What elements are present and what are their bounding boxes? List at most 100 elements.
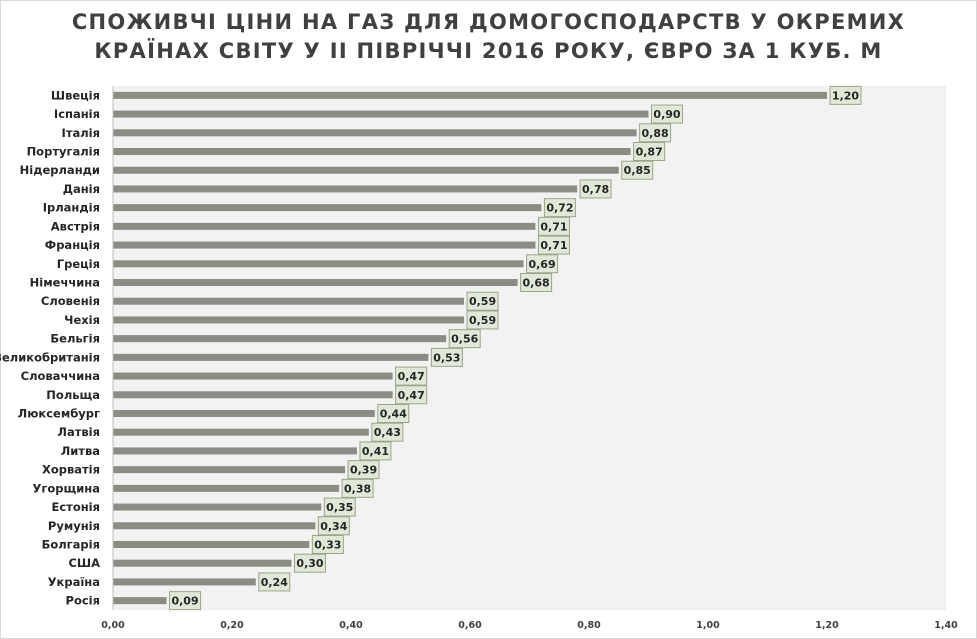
category-label: Словенія (41, 294, 100, 308)
data-label: 0,33 (311, 535, 344, 554)
data-label-box (633, 142, 666, 161)
bar (113, 578, 256, 586)
category-label: Данія (63, 182, 100, 196)
data-label-text: 0,43 (374, 426, 401, 439)
data-label-box (526, 254, 559, 274)
bar (113, 597, 167, 605)
data-label: 0,44 (377, 404, 410, 423)
data-label: 0,88 (639, 123, 672, 143)
bar (113, 447, 357, 455)
category-label: Україна (48, 575, 100, 589)
bar (113, 466, 346, 474)
data-label-text: 0,33 (314, 539, 341, 552)
data-label-box (341, 478, 374, 498)
data-label-text: 0,44 (380, 408, 407, 421)
category-label: Хорватія (42, 463, 100, 477)
data-label-text: 1,20 (832, 89, 859, 102)
bar (113, 297, 465, 305)
data-label-box (448, 329, 481, 349)
data-label-text: 0,39 (350, 464, 377, 477)
data-label-box (323, 497, 356, 517)
x-tick-label: 0,60 (458, 620, 482, 631)
category-label: Словаччина (21, 369, 100, 383)
category-label: Португалія (27, 145, 100, 159)
category-label: Литва (61, 444, 100, 458)
data-labels: 1,20 0,90 0,88 0,87 0,85 0,78 0,72 0,71 0,71 0,69… (169, 85, 862, 611)
data-label-box (466, 291, 499, 311)
data-label-box (543, 198, 576, 218)
category-label: Ірландія (43, 201, 100, 215)
bar (113, 260, 524, 268)
bar (113, 353, 429, 361)
x-axis-tick-labels: 0,00 0,20 0,40 0,60 0,80 1,00 1,20 1,40 (101, 620, 958, 631)
data-label-text: 0,09 (171, 595, 198, 608)
bar (113, 410, 375, 417)
bar (113, 428, 369, 436)
data-label-box (466, 310, 499, 330)
category-label: Чехія (64, 313, 100, 327)
category-label: Польща (46, 388, 100, 402)
data-label-text: 0,88 (642, 127, 669, 140)
bars-layer (113, 91, 827, 605)
data-label: 0,38 (341, 478, 374, 498)
category-label: Нідерланди (20, 163, 100, 177)
data-label: 0,87 (633, 142, 666, 161)
data-label-box (537, 216, 570, 236)
chart-title-line-2: КРАЇНАХ СВІТУ У ІІ ПІВРІЧЧІ 2016 РОКУ, Є… (94, 39, 883, 63)
data-label-box (430, 347, 463, 367)
data-label-text: 0,69 (528, 258, 555, 271)
bar (113, 484, 340, 492)
x-tick-label: 0,80 (577, 620, 601, 631)
data-label: 0,68 (520, 273, 553, 292)
data-label: 0,39 (347, 460, 380, 480)
data-label: 1,20 (829, 85, 862, 105)
data-label-text: 0,87 (636, 146, 663, 159)
category-label: Австрія (51, 219, 100, 233)
data-label-box (651, 104, 683, 124)
data-label: 0,43 (371, 422, 404, 442)
data-label: 0,56 (448, 329, 481, 349)
bar (113, 185, 578, 193)
plot-area (113, 86, 946, 610)
data-label: 0,59 (466, 310, 499, 330)
data-label: 0,85 (621, 160, 654, 180)
data-label-box (258, 572, 291, 592)
data-label: 0,47 (395, 366, 428, 386)
data-label: 0,30 (294, 553, 326, 573)
x-tick-label: 1,00 (696, 620, 720, 631)
category-label: Латвія (57, 425, 100, 439)
bar (113, 222, 536, 230)
data-label-text: 0,47 (398, 370, 425, 383)
category-label: Іспанія (54, 107, 100, 121)
category-label: Бельгія (50, 332, 100, 346)
bar (113, 166, 619, 174)
data-label-box (537, 235, 570, 255)
data-label-text: 0,59 (469, 314, 496, 327)
data-label-text: 0,41 (362, 445, 389, 458)
data-label: 0,72 (543, 198, 576, 218)
data-label: 0,41 (359, 441, 392, 461)
bar (113, 316, 465, 324)
data-label-box (395, 366, 428, 386)
category-label: Болгарія (42, 538, 100, 552)
bar (113, 91, 827, 99)
data-label-text: 0,90 (653, 108, 680, 121)
category-label: Греція (57, 257, 100, 271)
category-label: Росія (66, 594, 100, 608)
data-label-box (317, 516, 350, 536)
category-label: Угорщина (33, 481, 100, 495)
data-label: 0,69 (526, 254, 559, 274)
bar (113, 503, 322, 511)
data-label: 0,35 (323, 497, 356, 517)
data-label-text: 0,47 (398, 389, 425, 402)
bar (113, 541, 310, 548)
data-label-box (829, 85, 862, 105)
data-label-text: 0,56 (451, 333, 478, 346)
bar (113, 559, 292, 567)
category-label: Люксембург (18, 407, 100, 421)
data-label-box (395, 385, 428, 405)
data-label: 0,78 (579, 179, 612, 199)
data-label-text: 0,38 (344, 482, 371, 495)
category-label: Італія (62, 126, 100, 140)
